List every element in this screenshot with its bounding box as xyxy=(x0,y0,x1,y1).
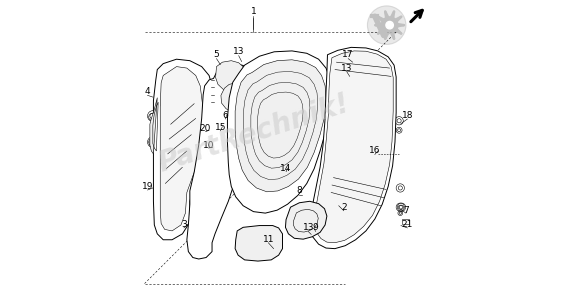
Text: 4: 4 xyxy=(144,87,150,96)
Text: PartRechnik!: PartRechnik! xyxy=(154,89,353,177)
Text: 16: 16 xyxy=(369,147,380,155)
Polygon shape xyxy=(227,51,332,213)
Polygon shape xyxy=(150,98,157,154)
Bar xyxy=(402,219,409,224)
Text: 8: 8 xyxy=(297,186,302,195)
Text: 13: 13 xyxy=(341,64,353,73)
Polygon shape xyxy=(221,83,248,111)
Text: 6: 6 xyxy=(223,111,228,120)
Text: 13: 13 xyxy=(302,223,314,232)
Text: 19: 19 xyxy=(142,182,153,191)
Circle shape xyxy=(368,6,406,44)
Text: 1: 1 xyxy=(251,7,257,16)
Text: 2: 2 xyxy=(341,203,347,212)
Text: 20: 20 xyxy=(200,124,211,133)
Text: 7: 7 xyxy=(403,206,409,215)
Polygon shape xyxy=(235,60,326,192)
Polygon shape xyxy=(187,65,260,259)
Polygon shape xyxy=(310,47,396,249)
Circle shape xyxy=(381,17,398,33)
Text: 10: 10 xyxy=(203,141,214,149)
Text: 17: 17 xyxy=(342,50,354,59)
Text: 3: 3 xyxy=(181,221,187,229)
Polygon shape xyxy=(286,201,327,239)
Text: 13: 13 xyxy=(233,47,244,56)
Polygon shape xyxy=(153,59,213,240)
Text: 9: 9 xyxy=(313,223,318,232)
Text: 18: 18 xyxy=(402,111,413,120)
Text: 21: 21 xyxy=(402,221,413,229)
Circle shape xyxy=(386,21,394,29)
Polygon shape xyxy=(235,226,283,261)
Text: 14: 14 xyxy=(280,164,292,173)
Polygon shape xyxy=(314,51,393,243)
Text: 5: 5 xyxy=(214,50,220,59)
Polygon shape xyxy=(216,61,246,91)
Text: 15: 15 xyxy=(214,123,226,132)
Polygon shape xyxy=(160,67,203,231)
Text: 11: 11 xyxy=(262,235,274,244)
